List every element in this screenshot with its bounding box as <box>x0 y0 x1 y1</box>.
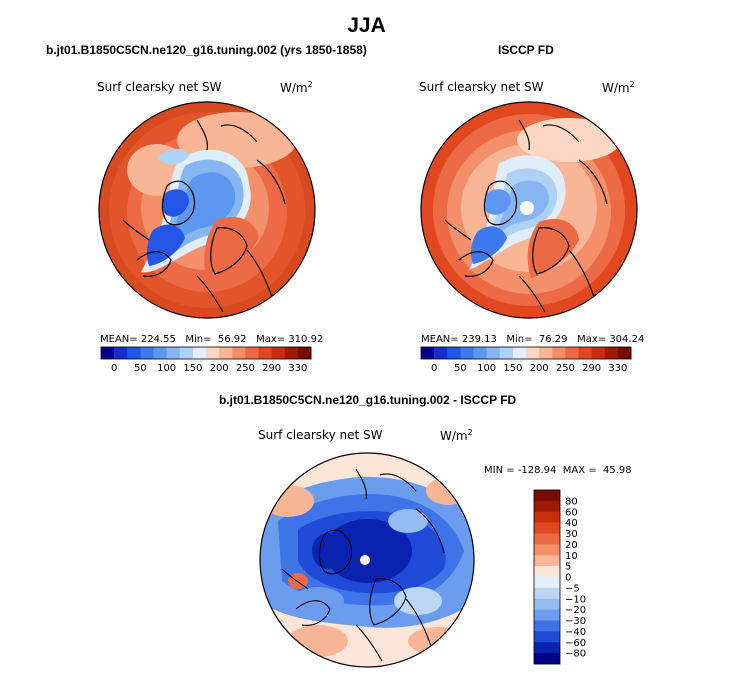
colorbar-swatch <box>565 347 579 359</box>
colorbar-swatch <box>534 577 560 589</box>
colorbar-swatch <box>297 347 312 359</box>
panel3-subtitle: b.jt01.B1850C5CN.ne120_g16.tuning.002 - … <box>219 393 517 407</box>
colorbar-tick-label: 30 <box>565 529 578 540</box>
panel2-subtitle: ISCCP FD <box>498 43 554 57</box>
panel1-units: W/m2 <box>280 80 313 95</box>
colorbar-swatch <box>534 511 560 523</box>
colorbar-swatch <box>192 347 207 359</box>
panel3-stats: MIN = -128.94 MAX = 45.98 <box>484 465 632 476</box>
colorbar-swatch <box>179 347 194 359</box>
colorbar-swatch <box>591 347 606 359</box>
colorbar-tick-label: 20 <box>565 540 578 551</box>
colorbar-tick-label: −60 <box>565 638 586 649</box>
colorbar-swatch <box>460 347 474 359</box>
colorbar-swatch <box>127 347 141 359</box>
colorbar-swatch <box>486 347 501 359</box>
colorbar-swatch <box>534 533 560 545</box>
colorbar-swatch <box>512 347 527 359</box>
panel2-colorbar: 0 50 100 150 200 250 290 330 <box>420 346 632 374</box>
colorbar-swatch <box>473 347 487 359</box>
panel3-variable-label: Surf clearsky net SW <box>258 428 383 442</box>
colorbar-swatch <box>578 347 592 359</box>
panel2-polar-map <box>420 101 638 319</box>
colorbar-swatch <box>534 609 560 621</box>
colorbar-swatch <box>534 631 560 643</box>
colorbar-swatch <box>534 555 560 567</box>
colorbar-tick-label: −20 <box>565 605 586 616</box>
colorbar-tick-label: 60 <box>565 507 578 518</box>
colorbar-tick-label: 10 <box>565 551 578 562</box>
figure-title: JJA <box>347 14 386 37</box>
colorbar-swatch <box>114 347 128 359</box>
colorbar-swatch <box>447 347 461 359</box>
colorbar-swatch <box>284 347 299 359</box>
colorbar-swatch <box>245 347 259 359</box>
colorbar-swatch <box>140 347 154 359</box>
colorbar-tick-label: 0 <box>431 363 437 374</box>
colorbar-swatch <box>421 347 435 359</box>
colorbar-tick-label: 290 <box>582 363 601 374</box>
colorbar-tick-label: 50 <box>134 363 147 374</box>
colorbar-swatch <box>534 642 560 654</box>
colorbar-swatch <box>526 347 540 359</box>
colorbar-swatch <box>219 347 233 359</box>
colorbar-swatch <box>534 653 560 665</box>
colorbar-swatch <box>617 347 632 359</box>
colorbar-swatch <box>499 347 514 359</box>
colorbar-swatch <box>153 347 167 359</box>
panel1-variable-label: Surf clearsky net SW <box>97 80 222 94</box>
colorbar-swatch <box>534 500 560 513</box>
colorbar-swatch <box>539 347 553 359</box>
colorbar-swatch <box>271 347 286 359</box>
colorbar-tick-label: 0 <box>111 363 117 374</box>
colorbar-tick-label: −40 <box>565 627 586 638</box>
colorbar-tick-label: 200 <box>530 363 549 374</box>
panel2-stats: MEAN= 239.13 Min= 76.29 Max= 304.24 <box>421 334 645 345</box>
colorbar-swatch <box>604 347 619 359</box>
colorbar-swatch <box>534 566 560 578</box>
colorbar-tick-label: 100 <box>157 363 176 374</box>
colorbar-swatch <box>534 587 560 600</box>
panel3-polar-map <box>259 452 475 668</box>
colorbar-tick-label: 150 <box>503 363 522 374</box>
colorbar-tick-label: −30 <box>565 616 586 627</box>
colorbar-tick-label: 250 <box>236 363 255 374</box>
colorbar-tick-label: −5 <box>565 583 580 594</box>
panel1-stats: MEAN= 224.55 Min= 56.92 Max= 310.92 <box>100 334 324 345</box>
colorbar-swatch <box>534 620 560 632</box>
colorbar-swatch <box>534 490 560 502</box>
panel2-variable-label: Surf clearsky net SW <box>419 80 544 94</box>
colorbar-tick-label: 50 <box>454 363 467 374</box>
colorbar-tick-label: 5 <box>565 562 571 573</box>
colorbar-tick-label: 330 <box>288 363 307 374</box>
colorbar-tick-label: 80 <box>565 496 578 507</box>
colorbar-tick-label: 290 <box>262 363 281 374</box>
colorbar-swatch <box>534 544 560 556</box>
colorbar-tick-label: 200 <box>210 363 229 374</box>
colorbar-tick-label: 330 <box>608 363 627 374</box>
colorbar-tick-label: 250 <box>556 363 575 374</box>
colorbar-tick-label: 0 <box>565 573 571 584</box>
panel2-units: W/m2 <box>602 80 635 95</box>
colorbar-swatch <box>166 347 181 359</box>
panel1-polar-map <box>98 101 316 319</box>
colorbar-tick-label: 40 <box>565 518 578 529</box>
colorbar-tick-label: 100 <box>477 363 496 374</box>
panel1-colorbar: 0 50 100 150 200 250 290 330 <box>100 346 312 374</box>
colorbar-tick-label: −10 <box>565 594 586 605</box>
colorbar-tick-label: 150 <box>183 363 202 374</box>
colorbar-tick-label: −80 <box>565 649 586 660</box>
colorbar-swatch <box>552 347 566 359</box>
colorbar-swatch <box>434 347 448 359</box>
colorbar-swatch <box>258 347 272 359</box>
panel3-units: W/m2 <box>440 428 473 443</box>
colorbar-swatch <box>534 598 560 610</box>
colorbar-swatch <box>534 522 560 534</box>
panel1-subtitle: b.jt01.B1850C5CN.ne120_g16.tuning.002 (y… <box>46 43 367 57</box>
colorbar-swatch <box>232 347 246 359</box>
colorbar-swatch <box>101 347 115 359</box>
colorbar-swatch <box>206 347 220 359</box>
